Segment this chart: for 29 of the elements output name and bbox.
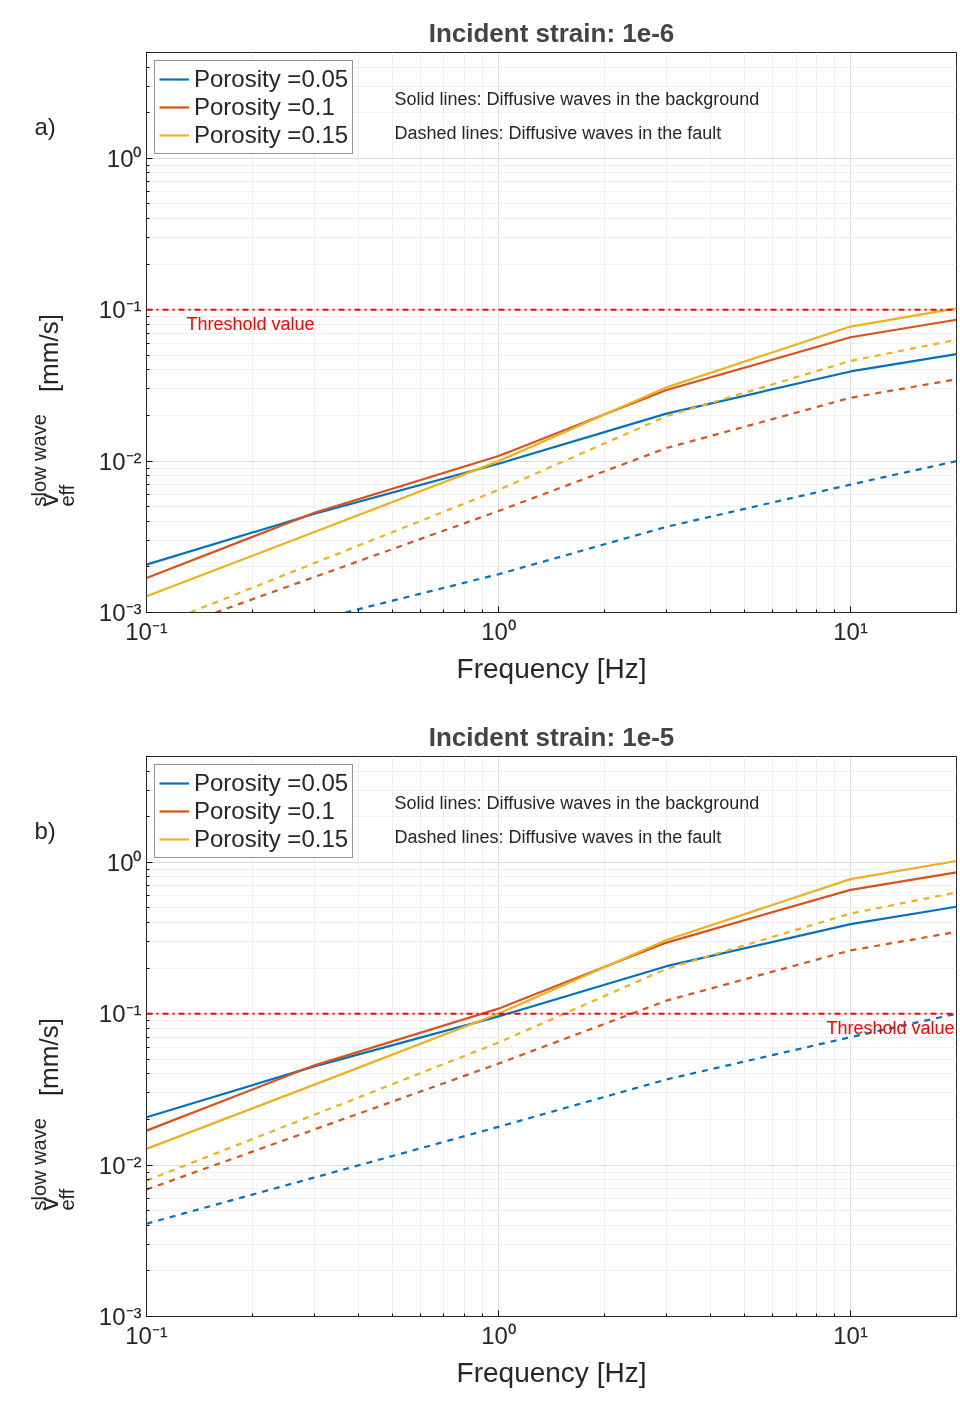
annotation: Solid lines: Diffusive waves in the background <box>394 88 760 109</box>
text: b) <box>34 816 56 844</box>
x-tick-label: 10⁰ <box>481 1321 516 1349</box>
ref-line-label: Threshold value <box>186 313 315 334</box>
annotation: Solid lines: Diffusive waves in the background <box>394 792 760 813</box>
y-tick-label: 10⁰ <box>106 144 142 172</box>
annotation: Dashed lines: Diffusive waves in the fault <box>394 122 722 143</box>
x-tick-label: 10¹ <box>833 1321 868 1349</box>
y-tick-label: 10⁻² <box>98 1151 142 1179</box>
chart-title: Incident strain: 1e-6 <box>428 17 675 48</box>
annotation: Dashed lines: Diffusive waves in the fault <box>394 826 722 847</box>
chart-title: Incident strain: 1e-5 <box>428 721 675 752</box>
y-tick-label: 10⁻¹ <box>98 296 142 324</box>
y-axis-title: veffslow wave [mm/s] <box>27 314 78 507</box>
y-tick-label: 10⁻² <box>98 447 142 475</box>
legend-label: Porosity =0.1 <box>194 797 335 825</box>
legend-label: Porosity =0.1 <box>194 93 335 121</box>
y-tick-label: 10⁻¹ <box>98 1000 142 1028</box>
x-tick-label: 10⁰ <box>481 617 516 645</box>
legend-label: Porosity =0.15 <box>194 825 349 853</box>
y-axis-title: veffslow wave [mm/s] <box>27 1018 78 1211</box>
legend-label: Porosity =0.05 <box>194 769 349 797</box>
y-tick-label: 10⁰ <box>106 848 142 876</box>
x-tick-label: 10¹ <box>833 617 868 645</box>
legend-label: Porosity =0.15 <box>194 121 349 149</box>
legend-label: Porosity =0.05 <box>194 65 349 93</box>
x-axis-title: Frequency [Hz] <box>456 1356 647 1388</box>
x-axis-title: Frequency [Hz] <box>456 652 647 684</box>
text: a) <box>34 112 56 140</box>
